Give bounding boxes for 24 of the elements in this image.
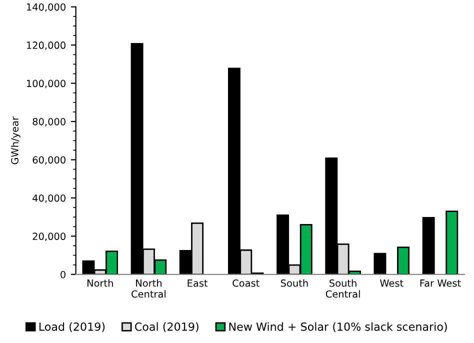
y-tick-label: 80,000 [32,118,66,126]
y-tick-label: 120,000 [26,42,66,50]
x-tick-label: Far West [420,280,461,287]
bar [397,246,410,274]
x-tick-label: Coast [232,279,260,287]
x-tick-label: East [188,280,208,287]
y-axis-title: GWh/year [10,116,20,164]
x-tick-label: West [380,280,404,287]
bar [374,252,386,274]
y-tick-label: 20,000 [32,232,66,242]
y-tick-label: 0 [60,270,66,278]
bar [446,210,458,274]
y-tick-label: 140,000 [26,3,66,12]
x-tick-label: North Central [132,279,166,298]
legend-label: New Wind + Solar (10% slack scenario) [229,322,447,332]
y-tick-label: 60,000 [32,156,66,165]
x-tick-label: North [87,279,113,287]
x-tick-label: South Central [326,279,360,298]
legend-label: Load (2019) [39,322,105,332]
y-tick-label: 40,000 [32,194,66,203]
bar [422,216,435,274]
y-tick-label: 100,000 [26,80,66,88]
legend-label: Coal (2019) [135,322,198,332]
x-tick-label: South [280,279,308,287]
